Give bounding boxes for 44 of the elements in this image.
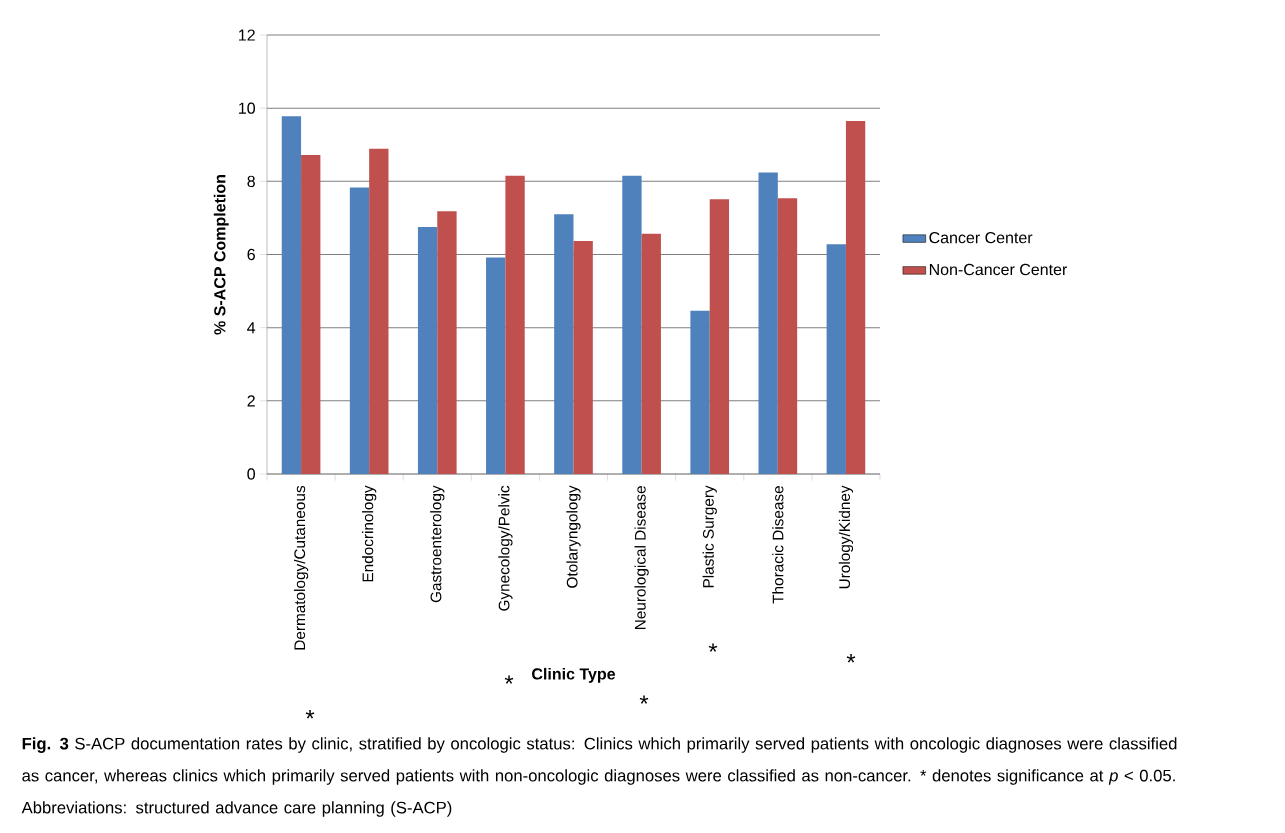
y-axis-title: % S-ACP Completion [213, 175, 229, 335]
y-tick-label: 0 [247, 468, 256, 480]
bar [845, 120, 866, 474]
x-axis-title: Clinic Type [532, 667, 616, 683]
x-tick-label: Neurological Disease [634, 486, 649, 630]
bar [622, 175, 642, 474]
bar [505, 175, 525, 474]
bar [758, 172, 778, 474]
x-tick-label: Gastroenterology [430, 485, 445, 603]
bar [573, 240, 593, 474]
bar [281, 116, 302, 474]
x-tick-label: Plastic Surgery [702, 485, 717, 588]
legend-label: Cancer Center [929, 232, 1033, 244]
bar [554, 214, 574, 474]
bar [777, 198, 798, 474]
y-tick-label: 4 [247, 322, 256, 334]
y-tick-label: 12 [239, 29, 255, 41]
text: Fig. 3 S-ACP documentation rates by clinic, stratified by oncologic status: Clinics which primarily served patients with oncologic diagnoses were classified as cancer, whereas clinics which primarily served patients with non-oncologic diagnoses were classified as non-cancer. * denotes significance at p < 0.05. Abbreviations: structured advance care planning (S-ACP) [21, 737, 1177, 817]
x-tick-label: Dermatology/Cutaneous [293, 485, 309, 650]
y-tick-label: 10 [239, 102, 255, 114]
bar [301, 154, 321, 474]
bar [437, 211, 457, 474]
y-tick-label: 2 [247, 395, 255, 407]
legend-label: Non-Cancer Center [929, 263, 1068, 276]
y-tick-label: 8 [247, 175, 255, 187]
text: * [639, 695, 649, 704]
x-tick-label: Gynecology/Pelvic [498, 485, 513, 611]
text: * [708, 643, 718, 652]
bar [826, 244, 846, 474]
bar [349, 187, 370, 474]
text: * [846, 654, 856, 663]
bar [369, 148, 389, 474]
x-tick-label: Urology/Kidney [838, 485, 854, 589]
x-tick-label: Endocrinology [362, 485, 377, 582]
bar [486, 257, 506, 474]
text: * [305, 710, 315, 719]
x-tick-label: Thoracic Disease [772, 486, 784, 604]
bar [641, 233, 661, 474]
y-tick-label: 6 [247, 248, 255, 261]
text: * [504, 675, 514, 684]
bar [417, 227, 438, 474]
bar [709, 199, 730, 474]
bar [690, 310, 710, 474]
x-tick-label: Otolaryngology [566, 485, 581, 588]
